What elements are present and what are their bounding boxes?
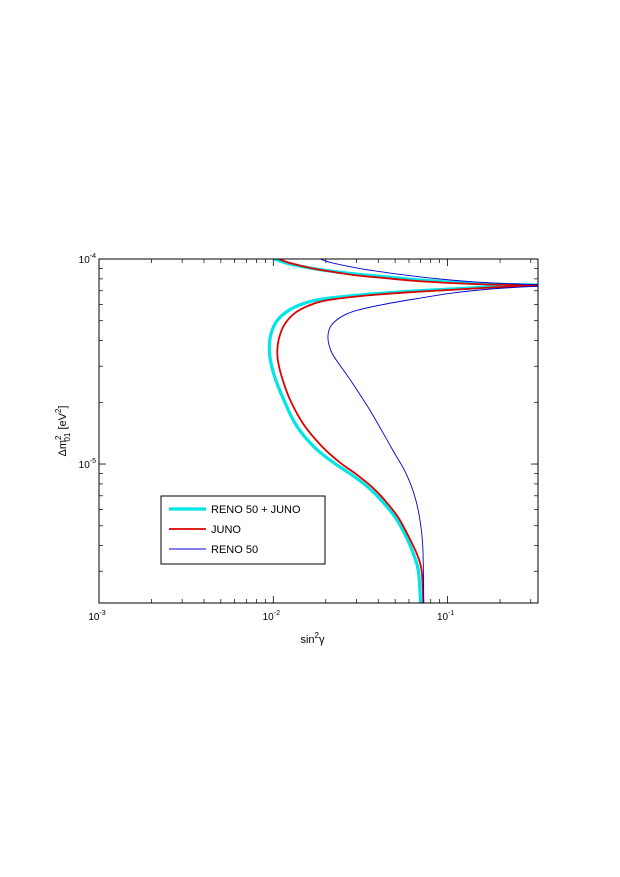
reno50-juno-curve-upper [273,259,538,287]
y-label-sup2: 2 [54,408,63,413]
legend-item-juno: JUNO [169,524,241,536]
minor-ticks [99,259,538,603]
y-label-pre: Δm [57,440,69,457]
y-tick-label: 10-5 [79,458,96,471]
x-tick-label: 10-3 [88,610,105,623]
y-axis-label: Δm201 [eV2] [54,406,72,457]
x-tick-label: 10-1 [437,610,454,623]
x-label-tail: γ [319,634,325,646]
legend-item-reno50-juno: RENO 50 + JUNO [169,504,301,516]
y-label-sub: 01 [63,432,72,441]
y-label-close: ] [57,406,69,409]
legend-label: RENO 50 [211,544,258,556]
legend-item-reno50: RENO 50 [169,544,258,556]
y-tick-labels: 10-5 10-4 [79,253,96,471]
legend-box [160,495,326,565]
y-label-sup: 2 [54,435,63,440]
curves-layer [267,259,538,603]
x-tick-label: 10-2 [263,610,280,623]
juno-curve-upper [278,259,538,287]
legend-label: RENO 50 + JUNO [211,504,301,516]
juno-curve-lower [276,284,538,603]
y-tick-label: 10-4 [79,253,96,266]
reno50-juno-curve-lower [267,283,538,603]
y-label-post: [eV [57,412,69,432]
x-label-sup: 2 [315,631,320,640]
legend-label: JUNO [211,524,241,536]
axes-frame [98,258,539,604]
major-ticks [98,258,538,603]
x-tick-labels: 10-3 10-2 10-1 [88,610,454,623]
x-axis-label: sin2γ [300,631,325,646]
reno50-curve-lower [327,285,538,603]
legend: RENO 50 + JUNO JUNO RENO 50 [160,495,326,565]
reno50-curve-upper [319,259,538,286]
x-label-base: sin [300,634,314,646]
